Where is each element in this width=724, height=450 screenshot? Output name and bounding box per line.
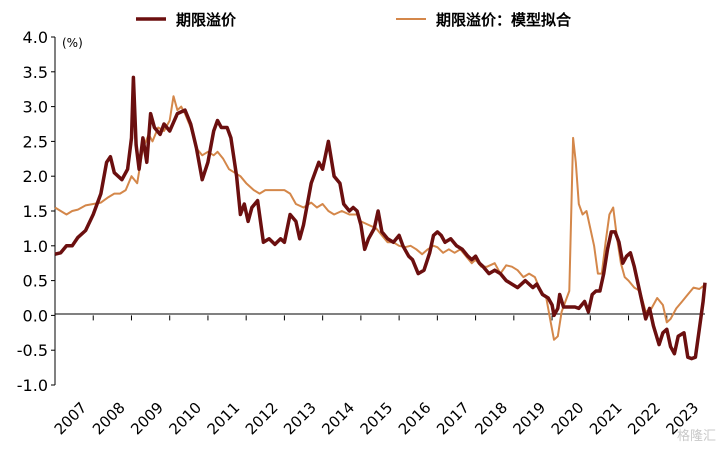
x-tick-label: 2020 bbox=[548, 399, 588, 439]
y-tick-label: 2.0 bbox=[23, 167, 48, 186]
x-tick-label: 2019 bbox=[510, 399, 550, 439]
x-tick-label: 2017 bbox=[433, 399, 473, 439]
y-tick-label: 4.0 bbox=[23, 28, 48, 47]
x-tick-label: 2013 bbox=[280, 399, 320, 439]
watermark-text: 格隆汇 bbox=[676, 429, 716, 444]
y-tick-label: -0.5 bbox=[17, 341, 48, 360]
x-tick-label: 2021 bbox=[586, 399, 626, 439]
y-tick-label: 3.5 bbox=[23, 63, 48, 82]
y-unit-label: (%) bbox=[62, 36, 83, 50]
x-tick-label: 2015 bbox=[357, 399, 397, 439]
y-tick-label: 2.5 bbox=[23, 132, 48, 151]
x-ticks: 2007200820092010201120122013201420152016… bbox=[51, 315, 702, 438]
x-tick-label: 2014 bbox=[318, 399, 358, 439]
legend: 期限溢价 期限溢价：模型拟合 bbox=[136, 11, 572, 29]
x-tick-label: 2007 bbox=[51, 399, 91, 439]
x-tick-label: 2010 bbox=[165, 399, 205, 439]
x-tick-label: 2016 bbox=[395, 399, 435, 439]
y-tick-label: 0.5 bbox=[23, 272, 48, 291]
y-tick-label: -1.0 bbox=[17, 376, 48, 395]
legend-label-term-premium: 期限溢价 bbox=[176, 11, 237, 29]
x-tick-label: 2011 bbox=[204, 399, 244, 439]
y-tick-label: 3.0 bbox=[23, 98, 48, 117]
x-tick-label: 2018 bbox=[471, 399, 511, 439]
series-line-term-premium bbox=[54, 75, 707, 361]
x-tick-label: 2012 bbox=[242, 399, 282, 439]
x-tick-label: 2008 bbox=[89, 399, 129, 439]
legend-label-model-fit: 期限溢价：模型拟合 bbox=[436, 11, 572, 29]
x-tick-label: 2009 bbox=[127, 399, 167, 439]
y-tick-label: 0.0 bbox=[23, 306, 48, 325]
x-tick-label: 2022 bbox=[624, 399, 664, 439]
series-line-model-fit bbox=[54, 95, 705, 341]
series-lines bbox=[54, 75, 707, 361]
y-tick-label: 1.0 bbox=[23, 237, 48, 256]
y-tick-label: 1.5 bbox=[23, 202, 48, 221]
y-ticks: 4.0 3.5 3.0 2.5 2.0 1.5 1.0 0.5 0.0 -0.5 -1.0 bbox=[17, 28, 55, 395]
